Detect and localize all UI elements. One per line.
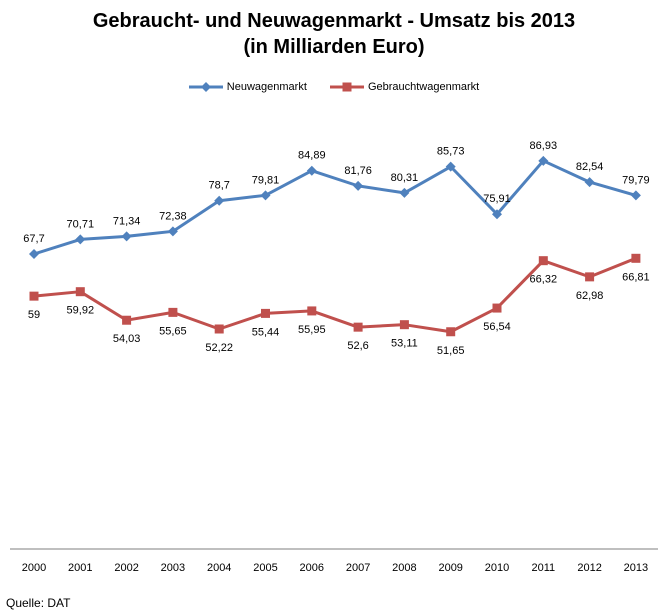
- data-label: 52,6: [347, 340, 368, 352]
- data-label: 51,65: [437, 345, 465, 357]
- x-tick-label: 2013: [624, 562, 648, 574]
- source-note: Quelle: DAT: [6, 596, 71, 610]
- data-label: 66,32: [530, 274, 558, 286]
- data-point: [122, 315, 132, 325]
- data-point: [214, 195, 225, 206]
- data-label: 78,7: [208, 180, 229, 192]
- data-point: [399, 187, 410, 198]
- x-tick-label: 2010: [485, 562, 509, 574]
- data-label: 55,44: [252, 326, 280, 338]
- legend-item-neuwagenmarkt: Neuwagenmarkt: [188, 78, 307, 96]
- x-tick-label: 2002: [114, 562, 138, 574]
- x-tick-label: 2009: [438, 562, 462, 574]
- x-tick-label: 2000: [22, 562, 46, 574]
- data-label: 62,98: [576, 290, 604, 302]
- x-tick-label: 2007: [346, 562, 370, 574]
- data-label: 82,54: [576, 161, 604, 173]
- legend-label-gebrauchtwagenmarkt: Gebrauchtwagenmarkt: [367, 81, 480, 93]
- data-point: [307, 306, 317, 316]
- data-label: 72,38: [159, 210, 187, 222]
- x-tick-label: 2003: [161, 562, 185, 574]
- data-label: 59: [28, 309, 40, 321]
- data-point: [214, 324, 224, 334]
- x-tick-label: 2012: [577, 562, 601, 574]
- data-label: 55,65: [159, 325, 187, 337]
- data-label: 67,7: [23, 233, 44, 245]
- x-tick-label: 2005: [253, 562, 277, 574]
- data-label: 70,71: [67, 218, 95, 230]
- data-point: [29, 248, 39, 259]
- data-point: [538, 256, 548, 266]
- data-point: [353, 180, 364, 191]
- series-line-gebrauchtwagenmarkt: [33, 256, 637, 334]
- data-point: [260, 190, 271, 201]
- data-label: 84,89: [298, 150, 326, 162]
- data-point: [167, 226, 178, 237]
- data-point: [75, 287, 85, 297]
- legend-swatch-gebrauchtwagenmarkt: [329, 82, 364, 92]
- data-point: [492, 209, 502, 220]
- data-point: [306, 165, 317, 176]
- chart-title-line2: (in Milliarden Euro): [243, 36, 425, 58]
- data-point: [492, 303, 502, 313]
- data-point: [399, 320, 409, 330]
- chart-legend: Neuwagenmarkt Gebrauchtwagenmarkt: [0, 78, 668, 98]
- data-label: 59,92: [67, 305, 95, 317]
- data-label: 85,73: [437, 146, 465, 158]
- data-point: [121, 231, 132, 242]
- data-label: 79,81: [252, 174, 280, 186]
- data-point: [29, 291, 39, 301]
- x-tick-label: 2011: [531, 562, 555, 574]
- chart-title-line1: Gebraucht- und Neuwagenmarkt - Umsatz bi…: [92, 10, 576, 32]
- data-point: [75, 234, 86, 245]
- chart-title: Gebraucht- und Neuwagenmarkt - Umsatz bi…: [0, 8, 668, 60]
- data-point: [631, 253, 641, 263]
- data-point: [445, 161, 456, 172]
- data-label: 53,11: [391, 338, 418, 350]
- data-label: 75,91: [483, 193, 511, 205]
- data-point: [585, 272, 595, 282]
- data-label: 66,81: [622, 271, 650, 283]
- data-point: [168, 307, 178, 317]
- data-point: [538, 155, 549, 166]
- data-label: 56,54: [483, 321, 511, 333]
- data-point: [353, 322, 363, 332]
- data-point: [261, 308, 270, 318]
- data-label: 52,22: [205, 342, 233, 354]
- x-tick-label: 2006: [300, 562, 324, 574]
- data-label: 80,31: [391, 172, 419, 184]
- data-label: 81,76: [344, 165, 372, 177]
- data-label: 71,34: [113, 215, 141, 227]
- x-tick-label: 2004: [207, 562, 231, 574]
- data-point: [446, 327, 456, 337]
- data-point: [584, 177, 595, 188]
- data-point: [630, 190, 641, 201]
- series-line-neuwagenmarkt: [33, 159, 637, 256]
- data-label: 86,93: [530, 140, 558, 152]
- data-label: 54,03: [113, 333, 141, 345]
- data-label: 55,95: [298, 324, 326, 336]
- data-label: 79,79: [622, 174, 650, 186]
- x-tick-label: 2008: [392, 562, 416, 574]
- legend-label-neuwagenmarkt: Neuwagenmarkt: [226, 81, 307, 93]
- legend-swatch-neuwagenmarkt: [188, 82, 223, 92]
- legend-item-gebrauchtwagenmarkt: Gebrauchtwagenmarkt: [329, 78, 480, 96]
- x-tick-label: 2001: [68, 562, 92, 574]
